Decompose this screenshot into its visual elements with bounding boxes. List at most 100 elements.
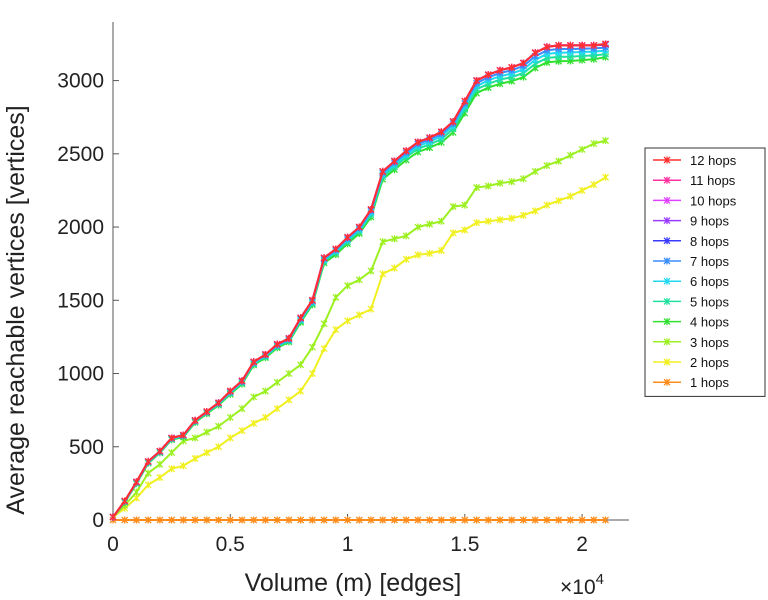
y-tick-label: 1000 (57, 363, 104, 386)
legend-item: 12 hops (653, 153, 737, 168)
data-point (238, 516, 246, 524)
legend-marker (663, 358, 671, 366)
data-point (473, 516, 481, 524)
data-point (273, 378, 281, 386)
data-point (402, 255, 410, 263)
y-tick-label: 2000 (57, 216, 104, 239)
data-point (179, 431, 187, 439)
data-point (473, 184, 481, 192)
legend-label: 11 hops (690, 173, 736, 188)
data-point (379, 516, 387, 524)
data-point (320, 516, 328, 524)
data-point (226, 387, 234, 395)
data-point (344, 516, 352, 524)
data-point (238, 427, 246, 435)
data-point (578, 516, 586, 524)
data-point (156, 474, 164, 482)
data-point (168, 449, 176, 457)
legend-label: 6 hops (690, 274, 730, 289)
data-point (484, 71, 492, 79)
data-point (132, 478, 140, 486)
data-point (484, 516, 492, 524)
data-point (168, 434, 176, 442)
data-point (344, 317, 352, 325)
data-point (496, 66, 504, 74)
legend-item: 7 hops (653, 254, 730, 269)
data-point (426, 220, 434, 228)
x-tick-label: 0 (107, 533, 119, 556)
x-tick-label: 2 (576, 533, 588, 556)
data-point (109, 513, 117, 521)
data-point (414, 223, 422, 231)
legend-marker (663, 378, 671, 386)
legend-marker (663, 217, 671, 225)
legend-label: 2 hops (690, 355, 730, 370)
data-point (508, 63, 516, 71)
data-point (191, 416, 199, 424)
data-point (473, 219, 481, 227)
data-point (144, 481, 152, 489)
series-6-hops (109, 47, 610, 521)
legend-item: 1 hops (653, 375, 730, 390)
data-point (332, 293, 340, 301)
legend-item: 11 hops (653, 173, 736, 188)
data-point (332, 516, 340, 524)
data-point (590, 41, 598, 49)
data-point (578, 145, 586, 153)
data-point (273, 340, 281, 348)
data-point (426, 516, 434, 524)
x-tick-label: 0.5 (216, 533, 245, 556)
data-point (203, 428, 211, 436)
data-point (590, 181, 598, 189)
data-point (203, 516, 211, 524)
data-point (179, 516, 187, 524)
series-3-hops (109, 137, 610, 521)
legend-label: 10 hops (690, 193, 737, 208)
data-point (226, 413, 234, 421)
data-point (461, 226, 469, 234)
x-exponent-power: 4 (596, 571, 604, 588)
data-point (308, 343, 316, 351)
data-point (402, 147, 410, 155)
legend-label: 5 hops (690, 294, 730, 309)
legend-marker (663, 297, 671, 305)
data-point (285, 516, 293, 524)
legend-marker (663, 156, 671, 164)
series-5-hops (109, 50, 610, 521)
data-point (449, 203, 457, 211)
legend-marker (663, 318, 671, 326)
legend-item: 5 hops (653, 294, 730, 309)
data-point (215, 516, 223, 524)
data-point (168, 465, 176, 473)
data-point (437, 516, 445, 524)
data-point (414, 516, 422, 524)
legend-label: 8 hops (690, 234, 730, 249)
data-point (390, 264, 398, 272)
data-point (402, 232, 410, 240)
data-point (191, 434, 199, 442)
data-point (437, 128, 445, 136)
data-point (332, 245, 340, 253)
data-point (297, 361, 305, 369)
data-point (379, 167, 387, 175)
data-point (390, 235, 398, 243)
data-point (555, 516, 563, 524)
data-point (414, 251, 422, 259)
data-point (508, 516, 516, 524)
data-point (144, 516, 152, 524)
data-point (367, 267, 375, 275)
data-point (355, 276, 363, 284)
x-exponent-label: ×104 (560, 571, 604, 599)
data-point (320, 254, 328, 262)
legend-item: 4 hops (653, 315, 730, 330)
data-point (250, 393, 258, 401)
data-point (355, 311, 363, 319)
x-exponent-base: ×10 (560, 576, 596, 599)
data-point (437, 217, 445, 225)
axes: 0 0.5 1 1.5 2 0 500 1000 1500 2000 2500 3000 (57, 22, 629, 556)
data-point (308, 516, 316, 524)
legend-label: 12 hops (690, 153, 737, 168)
data-point (379, 238, 387, 246)
data-point (555, 41, 563, 49)
data-point (461, 97, 469, 105)
